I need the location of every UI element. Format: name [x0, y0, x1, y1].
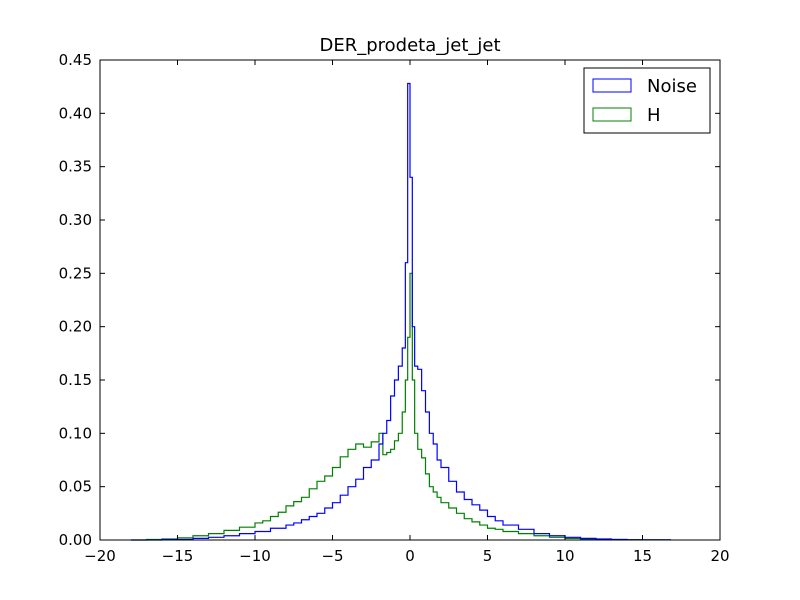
x-tick-label: −15	[162, 547, 194, 565]
x-tick-label: 15	[633, 547, 652, 565]
x-tick-label: 0	[405, 547, 415, 565]
y-tick-label: 0.20	[59, 318, 92, 336]
series-line-noise	[131, 82, 671, 541]
legend-label-h: H	[647, 105, 661, 126]
ticks-layer: −20 −15 −10 −5 0 5 10 15 20 0.00 0.05 0.10 0.15 0.20 0…	[59, 51, 730, 565]
series-layer	[131, 82, 671, 541]
y-tick-label: 0.40	[59, 104, 92, 122]
legend-swatch-h	[592, 107, 632, 122]
x-tick-label: −10	[239, 547, 271, 565]
y-tick-label: 0.35	[59, 158, 92, 176]
chart-title: DER_prodeta_jet_jet	[319, 35, 500, 56]
x-tick-label: 5	[483, 547, 493, 565]
x-tick-label: −5	[321, 547, 343, 565]
series-line-h	[131, 272, 671, 541]
legend: Noise H	[583, 67, 711, 134]
y-tick-label: 0.45	[59, 51, 92, 69]
y-tick-label: 0.15	[59, 371, 92, 389]
y-tick-label: 0.00	[59, 531, 92, 549]
x-tick-label: 10	[555, 547, 574, 565]
x-tick-label: 20	[710, 547, 729, 565]
y-tick-label: 0.25	[59, 264, 92, 282]
y-tick-label: 0.05	[59, 478, 92, 496]
x-tick-label: −20	[84, 547, 116, 565]
y-tick-label: 0.30	[59, 211, 92, 229]
legend-swatch-noise	[592, 78, 632, 93]
y-tick-label: 0.10	[59, 424, 92, 442]
legend-label-noise: Noise	[647, 76, 697, 97]
